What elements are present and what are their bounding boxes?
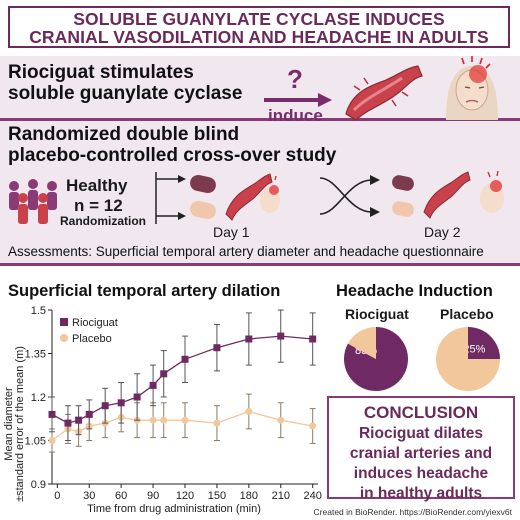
mechanism-band [0,56,520,118]
divider-2 [0,263,520,266]
headache-title: Headache Induction [336,282,493,300]
y-tick-label: 1.5 [31,305,46,317]
y-tick-label: 1.2 [31,392,46,404]
placebo-headache-pie: 25% [436,327,500,391]
day2-artery-headache-icon [423,170,504,219]
y-axis-label-line-2: ±standard error of the mean (m) [14,346,26,502]
pie-slice [468,327,500,359]
data-point-riociguat [277,332,285,340]
data-point-placebo [245,408,253,415]
y-tick-label: 1.35 [25,349,46,361]
data-point-riociguat [133,393,141,401]
people-group-icon [9,179,57,224]
riociguat-headache-pie: 83% [344,327,408,391]
day1-label: Day 1 [213,224,250,240]
dilation-line-chart: 0.9 1.05 1.2 1.35 1.5 0 30 60 90 120 150 180 210 240 R… [3,305,322,515]
poster-title: SOLUBLE GUANYLATE CYCLASE INDUCES CRANIA… [8,6,510,48]
sample-size: n = 12 [74,196,123,215]
assessments-text: Assessments: Superficial temporal artery… [8,244,484,259]
series-line-riociguat [51,335,313,424]
pie-slice-label: 25% [463,344,485,356]
pie-slice [347,327,376,359]
induce-arrow-icon [264,93,332,107]
data-point-riociguat [160,370,168,378]
placebo-pie-label: Placebo [440,306,494,322]
data-point-riociguat [75,416,83,424]
data-point-riociguat [213,344,221,352]
randomization-branch-icon [155,172,186,224]
dilated-artery-icon [345,65,423,121]
data-point-placebo [277,416,285,424]
x-tick-label: 120 [176,490,194,502]
data-point-riociguat [101,402,109,410]
conclusion-line-3: induces headache [353,465,489,482]
dilation-title: Superficial temporal artery dilation [8,282,281,300]
data-point-riociguat [64,419,72,427]
data-point-riociguat [85,410,93,418]
headache-face-icon [446,56,498,120]
legend-label-placebo: Placebo [72,333,112,345]
study-line-1: Randomized double blind [8,124,240,145]
healthy-label: Healthy [66,176,128,195]
day1-pills-icon [190,174,216,220]
data-point-placebo [48,437,56,444]
day1-artery-headache-icon [225,173,280,221]
mechanism-text: Riociguat stimulates soluble guanylate c… [8,62,242,104]
day2-label: Day 2 [424,224,461,240]
crossover-arrows-icon [319,175,380,217]
conclusion-line-2: cranial arteries and [349,445,493,462]
mechanism-line-1: Riociguat stimulates [8,62,194,83]
induce-label: induce [268,106,323,125]
title-line-1: SOLUBLE GUANYLATE CYCLASE INDUCES [73,9,445,29]
mechanism-line-2: soluble guanylate cyclase [8,83,243,104]
legend-marker-placebo [60,334,68,342]
study-design-text: Randomized double blind placebo-controll… [8,124,336,166]
data-point-riociguat [245,335,253,343]
randomization-label: Randomization [60,214,146,228]
x-tick-label: 0 [54,490,60,502]
x-tick-label: 30 [83,490,95,502]
conclusion-line-4: in healthy adults [359,485,483,502]
title-line-2: CRANIAL VASODILATION AND HEADACHE IN ADU… [29,27,489,47]
legend-label-riociguat: Riociguat [72,317,118,329]
data-point-placebo [309,422,317,430]
pie-slice [436,327,500,391]
x-tick-label: 90 [147,490,159,502]
conclusion-box: CONCLUSION Riociguat dilates cranial art… [327,396,515,502]
legend-marker-riociguat [60,318,68,326]
y-axis-label-line-1: Mean diameter [3,387,15,461]
question-mark: ? [287,64,303,94]
x-tick-label: 60 [115,490,127,502]
data-point-placebo [181,416,189,424]
x-tick-label: 210 [272,490,290,502]
day2-pills-icon [392,175,414,217]
study-line-2: placebo-controlled cross-over study [8,145,337,166]
y-tick-label: 0.9 [31,479,46,491]
x-tick-label: 180 [240,490,258,502]
x-tick-label: 150 [208,490,226,502]
y-tick-label: 1.05 [25,436,46,448]
x-axis-label: Time from drug administration (min) [87,503,261,515]
data-point-placebo [213,419,221,427]
data-point-riociguat [149,381,157,389]
x-tick-label: 240 [304,490,322,502]
data-point-riociguat [48,410,56,418]
data-point-riociguat [309,335,317,343]
conclusion-heading: CONCLUSION [363,403,479,422]
riociguat-pie-label: Riociguat [345,306,409,322]
biorender-credit: Created in BioRender. https://BioRender.… [313,507,512,517]
data-point-placebo [160,416,168,424]
data-point-riociguat [181,355,189,363]
conclusion-line-1: Riociguat dilates [358,425,484,442]
divider-1 [0,118,520,121]
data-point-placebo [149,416,157,424]
data-point-riociguat [117,399,125,407]
